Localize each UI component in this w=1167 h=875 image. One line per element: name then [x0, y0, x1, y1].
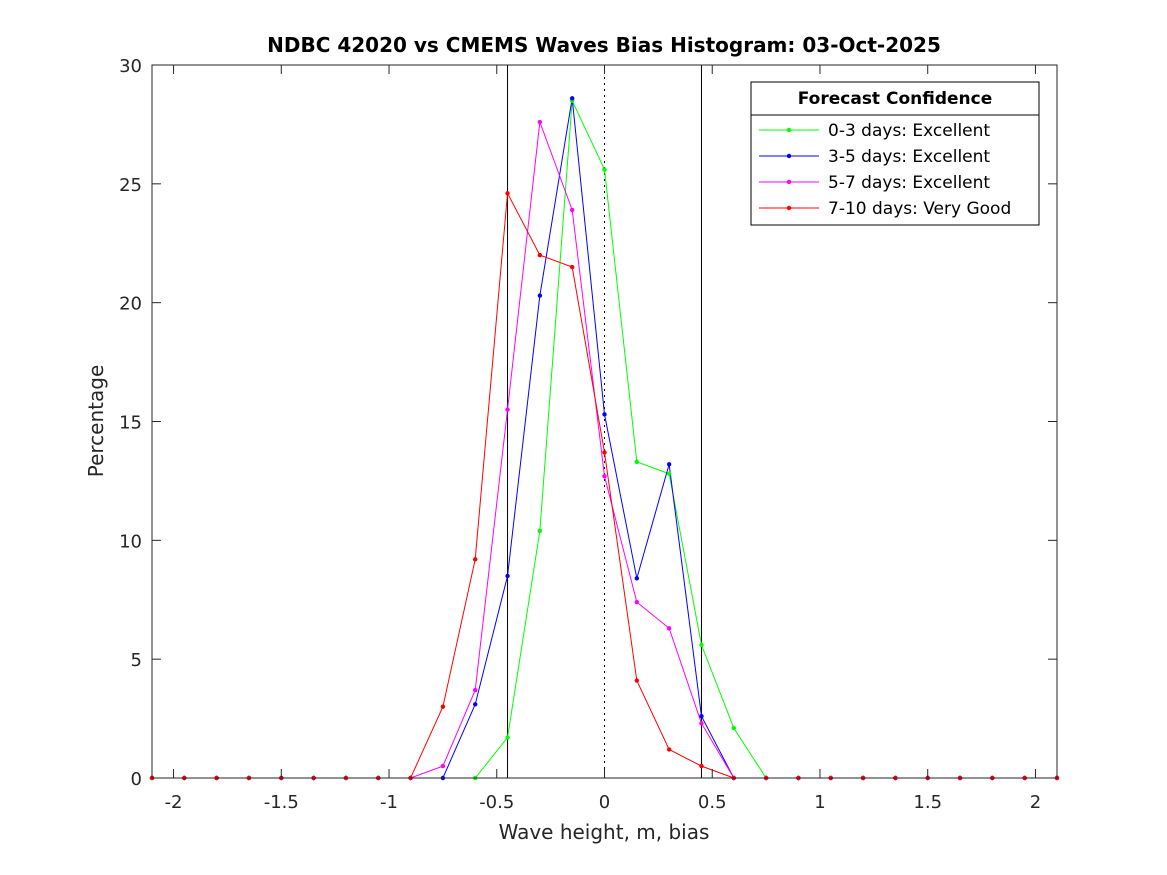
legend-label-4: 7-10 days: Very Good [828, 199, 1011, 219]
data-point-series-4 [473, 557, 478, 562]
legend-label-2: 3-5 days: Excellent [828, 147, 990, 167]
data-point-series-1 [666, 471, 672, 476]
y-axis-label: Percentage [84, 365, 108, 478]
data-point-series-1 [699, 642, 704, 648]
y-tick-label: 10 [119, 531, 142, 552]
data-point-series-3 [666, 626, 672, 631]
data-point-series-4 [537, 252, 543, 258]
x-tick-label: -1.5 [264, 792, 299, 813]
y-tick-labels: 0 5 10 15 20 25 30 [119, 56, 142, 790]
legend-entries: 0-3 days: Excellent 3-5 days: Excellent 5-… [759, 121, 1011, 219]
x-tick-label: 0.5 [698, 792, 727, 813]
data-point-series-2 [634, 576, 640, 581]
x-tick-label: 1.5 [913, 792, 942, 813]
data-point-series-2 [569, 96, 575, 101]
data-point-series-4 [699, 763, 704, 769]
data-point-series-4 [666, 747, 672, 752]
legend-title: Forecast Confidence [798, 89, 993, 109]
data-point-series-3 [634, 599, 640, 605]
x-tick-label: 1 [814, 792, 825, 813]
legend-marker-4 [786, 205, 792, 211]
data-point-series-2 [505, 573, 510, 579]
data-point-series-1 [505, 735, 510, 740]
data-point-series-3 [699, 721, 704, 726]
data-point-series-2 [473, 702, 478, 707]
data-point-series-4 [440, 704, 446, 709]
reference-lines [507, 65, 702, 778]
legend: Forecast Confidence 0-3 days: Excellent 3… [750, 81, 1040, 226]
data-point-series-2 [602, 412, 607, 417]
x-tick-label: 0 [599, 792, 610, 813]
y-tick-label: 0 [131, 769, 142, 790]
data-point-series-3 [440, 763, 446, 769]
data-point-series-2 [666, 462, 672, 467]
data-point-series-3 [505, 407, 510, 412]
x-tick-labels: -2 -1.5 -1 -0.5 0 0.5 1 1.5 2 [165, 792, 1042, 813]
chart-title: NDBC 42020 vs CMEMS Waves Bias Histogram… [267, 33, 941, 57]
data-point-series-1 [634, 459, 640, 465]
data-point-series-4 [634, 678, 640, 683]
x-tick-label: -2 [165, 792, 183, 813]
data-point-series-4 [602, 450, 607, 455]
legend-marker-2 [786, 153, 792, 159]
y-tick-label: 30 [119, 56, 142, 77]
data-point-series-3 [537, 119, 543, 125]
y-tick-label: 20 [119, 294, 142, 315]
data-point-series-3 [473, 687, 478, 693]
data-point-series-2 [699, 714, 704, 719]
data-point-series-4 [569, 264, 575, 270]
x-tick-label: 2 [1030, 792, 1041, 813]
x-tick-label: -1 [380, 792, 398, 813]
data-point-series-4 [505, 191, 510, 196]
x-tick-label: -0.5 [479, 792, 514, 813]
data-point-series-1 [537, 528, 543, 534]
legend-label-1: 0-3 days: Excellent [828, 121, 990, 141]
y-tick-label: 25 [119, 175, 142, 196]
x-axis-label: Wave height, m, bias [499, 820, 710, 844]
data-point-series-2 [537, 293, 543, 298]
y-tick-label: 15 [119, 413, 142, 434]
legend-marker-1 [786, 127, 792, 133]
legend-box [750, 81, 1040, 226]
data-point-series-1 [602, 167, 607, 172]
legend-marker-3 [786, 179, 792, 185]
data-point-series-3 [602, 473, 607, 479]
legend-label-3: 5-7 days: Excellent [828, 173, 990, 193]
y-tick-label: 5 [131, 650, 142, 671]
data-point-series-3 [569, 207, 575, 213]
data-point-series-1 [731, 725, 736, 731]
axis-ticks [152, 64, 1057, 779]
